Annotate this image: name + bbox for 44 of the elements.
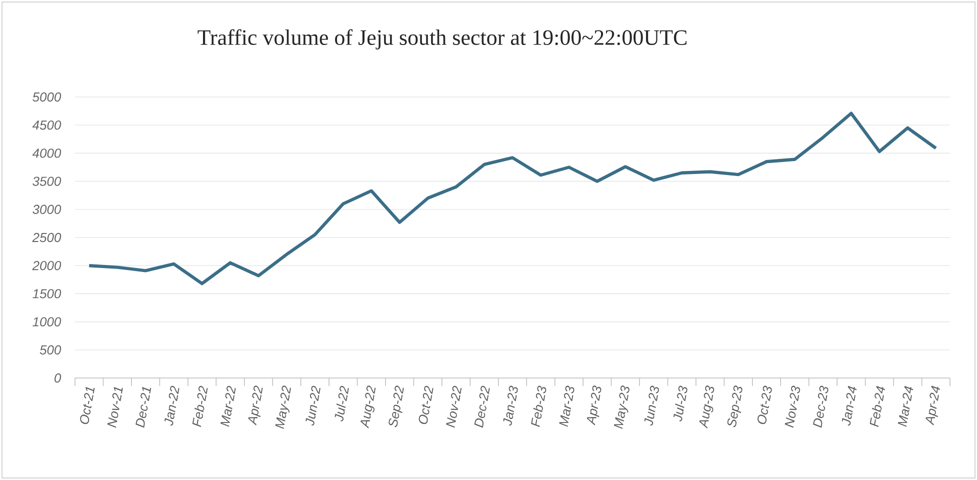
y-tick-label: 4000 [32, 148, 62, 158]
x-tick-label: Feb-24 [870, 386, 885, 428]
x-tick-label: Mar-24 [898, 386, 914, 427]
x-tick-label: Jun-22 [306, 386, 320, 426]
x-tick-label: Oct-23 [758, 386, 772, 424]
x-tick-label: Dec-21 [136, 387, 152, 428]
x-tick-label: Oct-21 [80, 387, 95, 424]
x-tick-label: Jan-22 [164, 386, 180, 426]
x-tick-label: Oct-22 [418, 386, 434, 424]
x-tick-label: Jan-24 [842, 386, 857, 426]
chart-title: Traffic volume of Jeju south sector at 19:00~22:00UTC [198, 29, 686, 50]
x-tick-label: Mar-22 [220, 386, 236, 427]
x-tick-label: Dec-23 [813, 386, 828, 428]
x-tick-label: May-22 [275, 386, 291, 429]
y-tick-label: 1000 [32, 317, 62, 326]
x-tick-label: Jan-23 [503, 386, 518, 426]
x-tick-label: Sep-22 [388, 386, 404, 428]
y-tick-label: 1500 [32, 289, 62, 298]
x-tick-label: Jul-22 [334, 386, 349, 422]
y-tick-label: 3500 [32, 176, 62, 186]
x-tick-label: Nov-21 [107, 387, 123, 428]
x-tick-label: Apr-22 [248, 386, 263, 426]
y-tick-label: 2000 [32, 260, 62, 270]
y-tick-label: 2500 [32, 232, 62, 242]
x-tick-label: Nov-22 [446, 386, 462, 428]
y-tick-label: 500 [40, 345, 62, 354]
y-tick-label: 5000 [32, 92, 62, 102]
y-tick-label: 3000 [32, 204, 62, 214]
y-tick-label: 4500 [32, 120, 62, 130]
x-tick-label: May-23 [614, 386, 630, 429]
x-tick-label: Feb-22 [192, 386, 208, 428]
x-tick-label: Apr-24 [926, 386, 940, 426]
x-tick-label: Aug-23 [699, 386, 714, 429]
x-tick-label: Feb-23 [531, 386, 546, 428]
x-tick-label: Aug-22 [360, 386, 376, 429]
x-tick-label: Apr-23 [586, 386, 602, 426]
x-tick-label: Nov-23 [784, 386, 800, 428]
x-tick-label: Jun-23 [644, 386, 659, 426]
x-tick-label: Jul-23 [673, 386, 688, 422]
line-series [88, 112, 938, 286]
x-tick-label: Dec-22 [474, 386, 490, 428]
x-tick-label: Sep-23 [727, 386, 742, 428]
y-tick-label: 0 [54, 373, 62, 383]
x-tick-label: Mar-23 [559, 386, 574, 427]
